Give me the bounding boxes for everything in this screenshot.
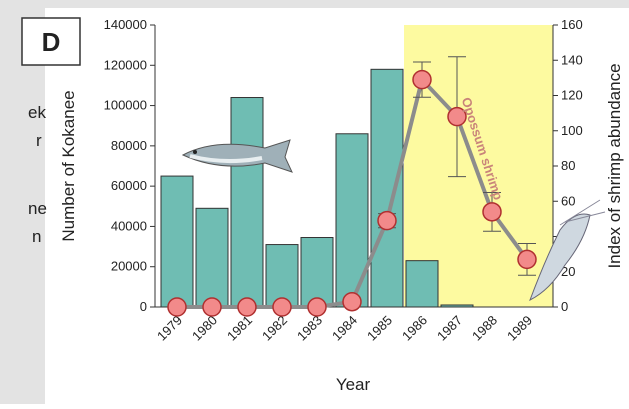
bar — [335, 133, 369, 308]
bar — [265, 244, 299, 308]
y2-tick-label: 160 — [561, 17, 583, 32]
point — [167, 297, 187, 317]
x-axis-label: Year — [336, 375, 371, 394]
y2-tick-label: 100 — [561, 123, 583, 138]
point — [377, 210, 397, 231]
y-tick-label: 60000 — [111, 178, 147, 193]
point — [272, 297, 292, 317]
y2-tick-label: 120 — [561, 88, 583, 103]
y-tick-label: 0 — [140, 299, 147, 314]
bar — [300, 237, 334, 308]
shrimp-icon — [529, 199, 606, 302]
point — [202, 297, 222, 317]
bar — [195, 207, 229, 308]
y-tick-label: 120000 — [104, 57, 147, 72]
point — [412, 69, 432, 90]
y2-axis-label: Index of shrimp abundance — [605, 63, 624, 268]
side-text: n — [32, 227, 41, 246]
bar — [370, 68, 404, 308]
bar — [440, 304, 474, 308]
y2-tick-label: 80 — [561, 158, 575, 173]
point — [517, 249, 537, 270]
side-text: ek — [28, 103, 46, 122]
y2-tick-label: 20 — [561, 264, 575, 279]
side-panel — [0, 0, 45, 404]
y-tick-label: 100000 — [104, 98, 147, 113]
point — [307, 297, 327, 317]
point — [342, 291, 362, 312]
side-text: ne — [28, 199, 47, 218]
panel-box — [21, 17, 81, 66]
y2-tick-label: 0 — [561, 299, 568, 314]
point — [447, 106, 467, 127]
point — [482, 202, 502, 222]
y-axis-label: Number of Kokanee — [59, 90, 78, 241]
fish-icon — [181, 139, 293, 173]
y-tick-label: 140000 — [104, 17, 147, 32]
side-text: r — [36, 131, 42, 150]
panel-label: D — [42, 27, 61, 57]
y2-tick-label: 140 — [561, 52, 583, 67]
bar — [160, 175, 194, 308]
bar — [405, 260, 439, 308]
plot: 0 20000 40000 60000 80000 100000 120000 140000 0… — [104, 17, 583, 344]
y-tick-label: 40000 — [111, 218, 147, 233]
y-tick-label: 80000 — [111, 138, 147, 153]
top-strip — [0, 0, 629, 8]
point — [237, 297, 257, 317]
bar — [230, 97, 264, 308]
y2-tick-label: 60 — [561, 193, 575, 208]
y-tick-label: 20000 — [111, 259, 147, 274]
